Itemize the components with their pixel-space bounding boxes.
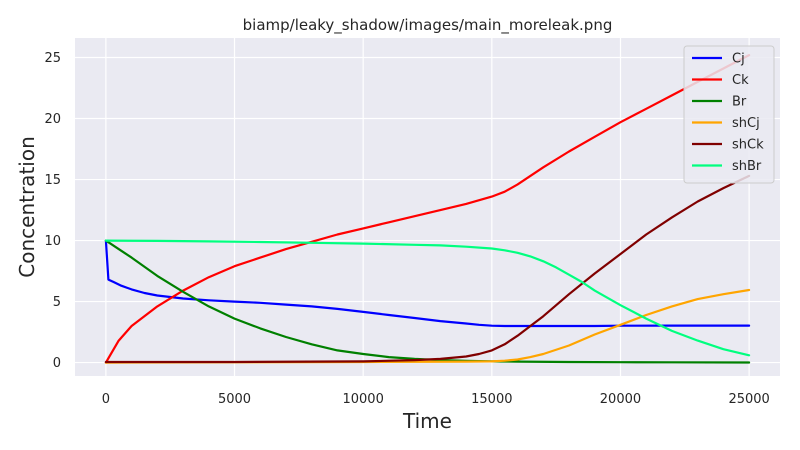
y-tick-label: 20 <box>44 112 61 127</box>
x-axis-label: Time <box>402 409 452 433</box>
x-tick-label: 25000 <box>728 392 769 407</box>
y-axis-label: Concentration <box>15 136 39 277</box>
x-tick-label: 10000 <box>342 392 383 407</box>
tick-labels: 0 5000 10000 15000 20000 25000 0 5 10 15 20 25 <box>44 51 769 407</box>
y-tick-label: 0 <box>53 356 61 371</box>
series-lines <box>104 53 751 364</box>
y-tick-label: 10 <box>44 234 61 249</box>
legend-label-ck: Ck <box>732 73 749 88</box>
legend-label-br: Br <box>732 95 747 110</box>
x-tick-label: 5000 <box>218 392 251 407</box>
series-line-shcj <box>104 288 751 364</box>
series-line-br <box>104 239 751 364</box>
series-line-ck <box>104 53 751 364</box>
legend-label-shbr: shBr <box>732 159 762 174</box>
x-tick-label: 15000 <box>471 392 512 407</box>
y-tick-label: 5 <box>53 295 61 310</box>
chart-title: biamp/leaky_shadow/images/main_moreleak.… <box>243 16 613 35</box>
legend-label-cj: Cj <box>732 52 745 67</box>
series-line-cj <box>104 239 751 328</box>
x-tick-label: 20000 <box>600 392 641 407</box>
legend-label-shcj: shCj <box>732 116 760 131</box>
legend-label-shck: shCk <box>732 138 764 153</box>
series-line-shck <box>104 174 751 364</box>
legend: Cj Ck Br shCj shCk shBr <box>683 45 775 184</box>
y-tick-label: 15 <box>44 173 61 188</box>
x-tick-label: 0 <box>102 392 110 407</box>
series-line-shbr <box>104 239 751 357</box>
y-tick-label: 25 <box>44 51 61 66</box>
